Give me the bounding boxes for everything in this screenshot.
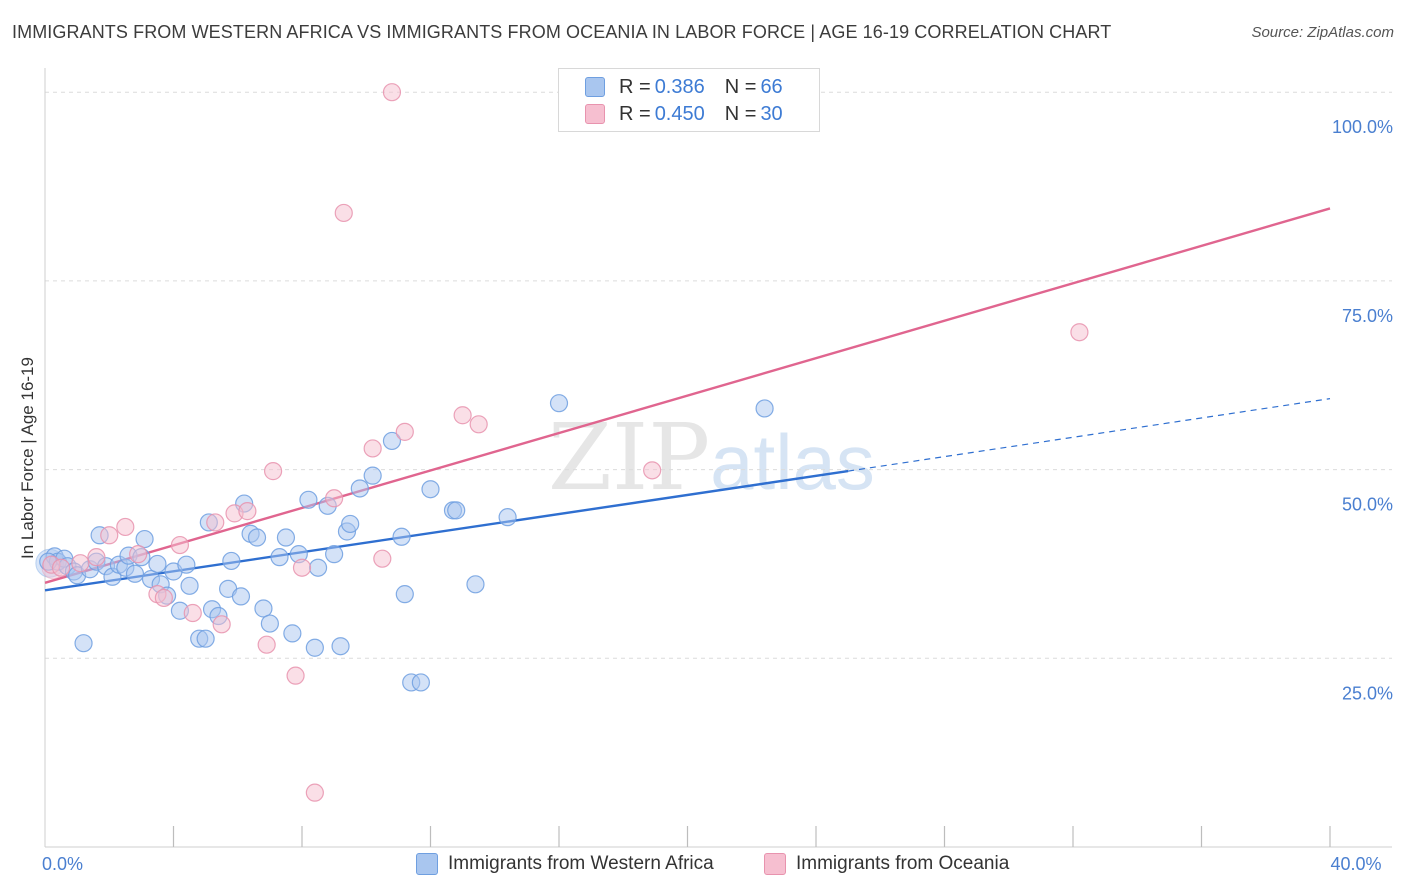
points-layer <box>35 83 1089 802</box>
bottom-legend-label: Immigrants from Western Africa <box>448 853 714 874</box>
oceania-trend-line <box>44 207 1331 584</box>
western-africa-point <box>254 599 273 618</box>
oceania-point <box>183 603 202 623</box>
western-africa-point <box>231 587 251 606</box>
legend-n-value: 66 <box>760 75 783 98</box>
legend-r-label: R = <box>619 102 651 125</box>
western-africa-point <box>363 466 382 485</box>
western-africa-point <box>247 528 267 547</box>
bottom-legend-swatch-blue <box>416 853 438 875</box>
legend-r-value: 0.450 <box>654 102 705 125</box>
legend-n-value: 30 <box>760 102 783 125</box>
oceania-point <box>373 549 392 568</box>
oceania-point <box>257 635 276 654</box>
oceania-point <box>100 526 119 545</box>
western-africa-point <box>276 528 296 547</box>
bottom-legend-label: Immigrants from Oceania <box>796 853 1010 874</box>
grid-layer <box>45 91 1392 659</box>
western-africa-point <box>350 479 369 498</box>
zipatlas-watermark: ZIPatlas <box>548 404 875 511</box>
legend-n-label: N = <box>724 75 757 98</box>
oceania-point <box>382 83 402 102</box>
western-africa-point <box>299 490 318 509</box>
western-africa-point <box>341 514 360 534</box>
legend-row-oceania: R = 0.450 N = 30 <box>585 101 783 127</box>
x-tick-label: 0.0% <box>42 854 83 874</box>
western-africa-point <box>135 529 154 549</box>
oceania-point <box>469 415 488 434</box>
oceania-point <box>212 615 231 634</box>
western-africa-point <box>125 564 145 583</box>
y-axis-label: In Labor Force | Age 16-19 <box>18 357 37 559</box>
western-africa-point <box>74 634 93 653</box>
western-africa-point <box>331 637 350 656</box>
watermark-atlas: atlas <box>710 418 875 506</box>
legend-row-western-africa: R = 0.386 N = 66 <box>585 74 783 100</box>
western-africa-point <box>177 555 196 574</box>
oceania-point <box>206 513 225 532</box>
western-africa-point <box>395 585 414 604</box>
western-africa-point <box>180 576 199 595</box>
y-tick-label: 100.0% <box>1332 117 1393 137</box>
western-africa-point <box>325 545 344 564</box>
western-africa-point <box>392 527 411 546</box>
western-africa-point <box>308 558 328 577</box>
oceania-point <box>116 517 135 537</box>
chart-title: IMMIGRANTS FROM WESTERN AFRICA VS IMMIGR… <box>12 22 1112 42</box>
western-africa-point <box>260 614 279 633</box>
tick-label-layer: 25.0% 50.0% 75.0% 100.0% 0.0% 40.0% <box>42 117 1393 874</box>
oceania-point <box>87 548 106 567</box>
oceania-point <box>154 588 173 608</box>
western-africa-point <box>305 638 324 657</box>
western-africa-point <box>270 548 289 567</box>
oceania-point <box>129 545 148 564</box>
y-tick-label: 25.0% <box>1342 683 1393 703</box>
legend-swatch-pink <box>585 104 605 124</box>
oceania-point <box>363 439 382 458</box>
y-tick-label: 50.0% <box>1342 495 1393 515</box>
x-tick-label: 40.0% <box>1330 854 1381 874</box>
western-africa-trend-extension <box>848 398 1331 472</box>
correlation-legend: R = 0.386 N = 66 R = 0.450 N = 30 <box>558 68 820 132</box>
western-africa-point <box>148 554 167 574</box>
bottom-legend-swatch-pink <box>764 853 786 875</box>
western-africa-point <box>411 673 430 692</box>
oceania-point <box>643 461 662 480</box>
oceania-point <box>238 502 257 521</box>
oceania-point <box>263 462 283 481</box>
western-africa-point <box>466 575 485 594</box>
western-africa-point <box>755 399 774 418</box>
oceania-point <box>325 489 344 508</box>
western-africa-point <box>222 551 241 571</box>
watermark-zip: ZIP <box>548 404 711 511</box>
oceania-point <box>453 406 472 425</box>
oceania-point <box>170 535 190 555</box>
oceania-point <box>395 422 414 441</box>
western-africa-point <box>382 431 402 451</box>
oceania-point <box>51 558 71 577</box>
axis-layer <box>44 68 1392 848</box>
legend-swatch-blue <box>585 77 605 97</box>
oceania-point <box>71 554 90 573</box>
oceania-point <box>334 203 353 223</box>
oceania-point <box>286 666 305 685</box>
western-africa-point <box>196 629 215 648</box>
western-africa-point <box>549 394 569 413</box>
y-tick-label: 75.0% <box>1342 306 1393 326</box>
source-credit: Source: ZipAtlas.com <box>1251 24 1394 41</box>
oceania-point <box>1070 323 1089 342</box>
bottom-legend-oceania: Immigrants from Oceania <box>764 852 1009 876</box>
trend-layer <box>44 207 1331 592</box>
western-africa-point <box>498 508 517 527</box>
bottom-legend-western-africa: Immigrants from Western Africa <box>416 852 714 876</box>
western-africa-point <box>447 501 466 520</box>
oceania-point <box>292 558 312 577</box>
legend-n-label: N = <box>724 102 757 125</box>
western-africa-point <box>283 624 302 643</box>
oceania-point <box>305 783 324 802</box>
legend-r-label: R = <box>619 75 651 98</box>
western-africa-point <box>421 480 440 499</box>
legend-r-value: 0.386 <box>654 75 705 98</box>
